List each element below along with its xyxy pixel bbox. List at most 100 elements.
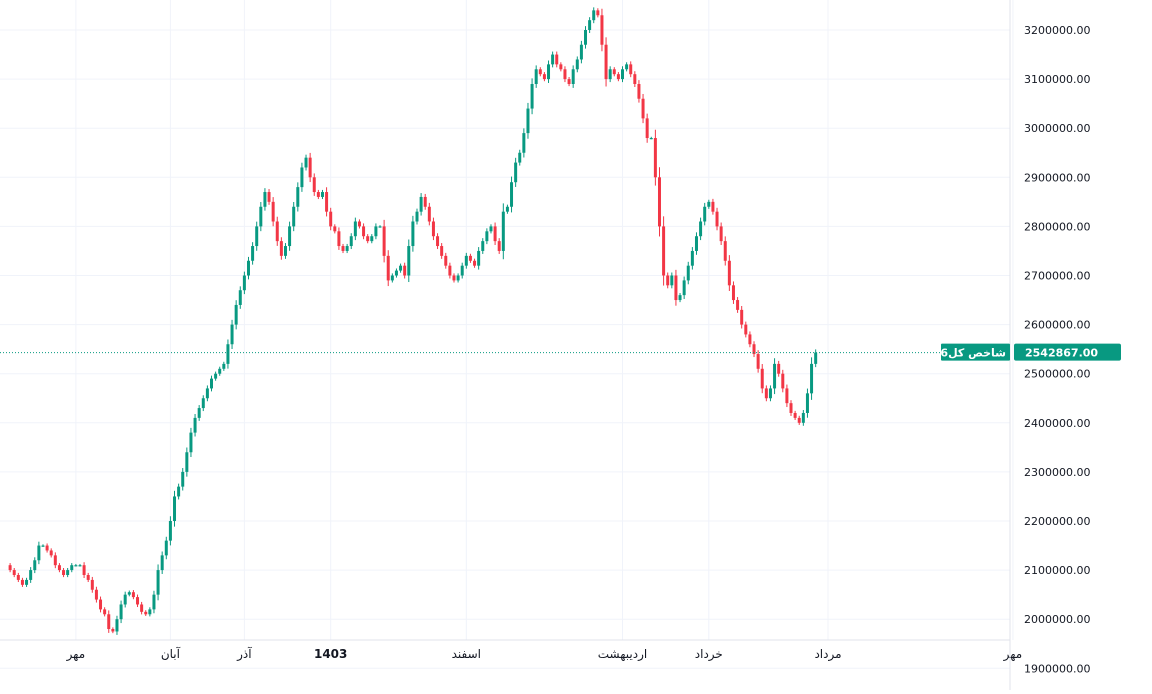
y-tick-label: 2000000.00 (1024, 613, 1090, 626)
candle-body (625, 64, 629, 70)
candle (633, 71, 637, 88)
candle-body (670, 275, 674, 286)
candle (592, 7, 596, 24)
candle-body (292, 206, 296, 227)
candle-body (711, 201, 715, 212)
candle (460, 262, 464, 279)
candle (489, 224, 493, 234)
candle (320, 189, 324, 200)
candle (173, 490, 177, 527)
candle-body (407, 246, 411, 276)
candle (255, 221, 259, 251)
candle-body (251, 246, 255, 261)
candle-body (448, 265, 452, 276)
candle-body (744, 324, 748, 335)
candle-body (205, 388, 209, 399)
candle-body (773, 363, 777, 389)
candle (801, 409, 805, 426)
candle (78, 563, 82, 567)
candle-body (160, 555, 164, 571)
candle (33, 557, 37, 574)
candle-body (275, 221, 279, 242)
candle-body (781, 373, 785, 389)
candle-body (575, 59, 579, 70)
candle (131, 590, 135, 600)
candle (345, 243, 349, 254)
candle-body (764, 388, 768, 399)
candle-body (115, 619, 119, 632)
candle-body (255, 226, 259, 247)
candle-body (419, 196, 423, 212)
candle-body (427, 206, 431, 222)
candle-body (657, 177, 661, 227)
candle (234, 300, 238, 330)
y-tick-label: 2200000.00 (1024, 515, 1090, 528)
candle (316, 189, 320, 200)
candle (201, 395, 205, 412)
candle (12, 567, 16, 578)
candle (107, 610, 111, 633)
candle (115, 615, 119, 635)
candle-body (362, 226, 366, 237)
candle (740, 305, 744, 329)
candle (551, 51, 555, 68)
candle (563, 66, 567, 83)
candle (74, 563, 78, 567)
candle (185, 447, 189, 477)
candle-body (481, 241, 485, 251)
candle-body (189, 432, 193, 453)
candle (251, 242, 255, 265)
candle-body (703, 206, 707, 222)
candle (559, 62, 563, 72)
candle (727, 255, 731, 291)
candle (164, 536, 168, 560)
candle (694, 232, 698, 255)
candle (312, 173, 316, 196)
candle (41, 544, 45, 547)
candle-body (649, 138, 653, 140)
candle (789, 400, 793, 416)
candle (49, 548, 53, 558)
candle-body (756, 354, 760, 369)
candle (415, 208, 419, 225)
candle (370, 234, 374, 244)
x-tick-label: 1403 (314, 647, 347, 661)
candle-body (477, 250, 481, 266)
candle (230, 319, 234, 350)
candle (731, 281, 735, 304)
candle (715, 207, 719, 231)
candle (353, 217, 357, 241)
candle-body (214, 373, 218, 379)
candle (29, 567, 33, 583)
candle-body (440, 246, 444, 256)
candle (477, 247, 481, 270)
x-tick-label: اردیبهشت (598, 647, 647, 662)
candle (493, 222, 497, 246)
candle (805, 388, 809, 418)
candle-body (320, 192, 324, 197)
candle (366, 234, 370, 244)
candle (657, 167, 661, 237)
series-name-label: شاخص کل6 (940, 347, 1006, 360)
candle (66, 567, 70, 578)
y-tick-label: 2900000.00 (1024, 171, 1090, 184)
candle (608, 66, 612, 83)
candle (752, 341, 756, 358)
candle (711, 198, 715, 215)
candle-body (164, 540, 168, 556)
candle-body (382, 226, 386, 256)
candle (300, 162, 304, 192)
candle-body (378, 226, 382, 228)
candles (8, 7, 818, 635)
candle (584, 26, 588, 49)
candle-body (370, 236, 374, 242)
candle (238, 286, 242, 309)
candle-body (719, 226, 723, 242)
candle (810, 357, 814, 400)
candle (530, 78, 534, 115)
candle (168, 516, 172, 546)
candle (670, 272, 674, 289)
candle-body (177, 486, 181, 497)
candle-body (616, 74, 620, 80)
candle (292, 201, 296, 232)
